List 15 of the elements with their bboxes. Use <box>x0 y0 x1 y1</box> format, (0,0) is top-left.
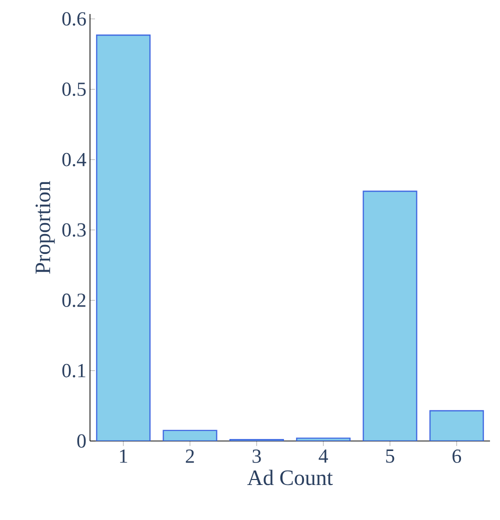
y-tick-label: 0.1 <box>62 364 86 378</box>
y-tick-label: 0.5 <box>62 82 86 96</box>
y-tick-label: 0.2 <box>62 294 86 308</box>
x-axis-title: Ad Count <box>247 470 333 486</box>
x-tick-label: 6 <box>452 450 462 463</box>
y-tick-label: 0 <box>77 434 86 448</box>
y-tick-label: 0.4 <box>62 152 86 166</box>
x-tick-label: 4 <box>318 450 328 463</box>
y-tick-label: 0.6 <box>62 12 86 26</box>
y-tick-label: 0.3 <box>62 223 86 237</box>
y-axis-title: Proportion <box>36 180 55 274</box>
x-tick-label: 1 <box>120 450 128 463</box>
x-tick-label: 2 <box>186 450 194 463</box>
x-tick-label: 5 <box>386 450 394 463</box>
x-tick-label: 3 <box>252 450 261 463</box>
